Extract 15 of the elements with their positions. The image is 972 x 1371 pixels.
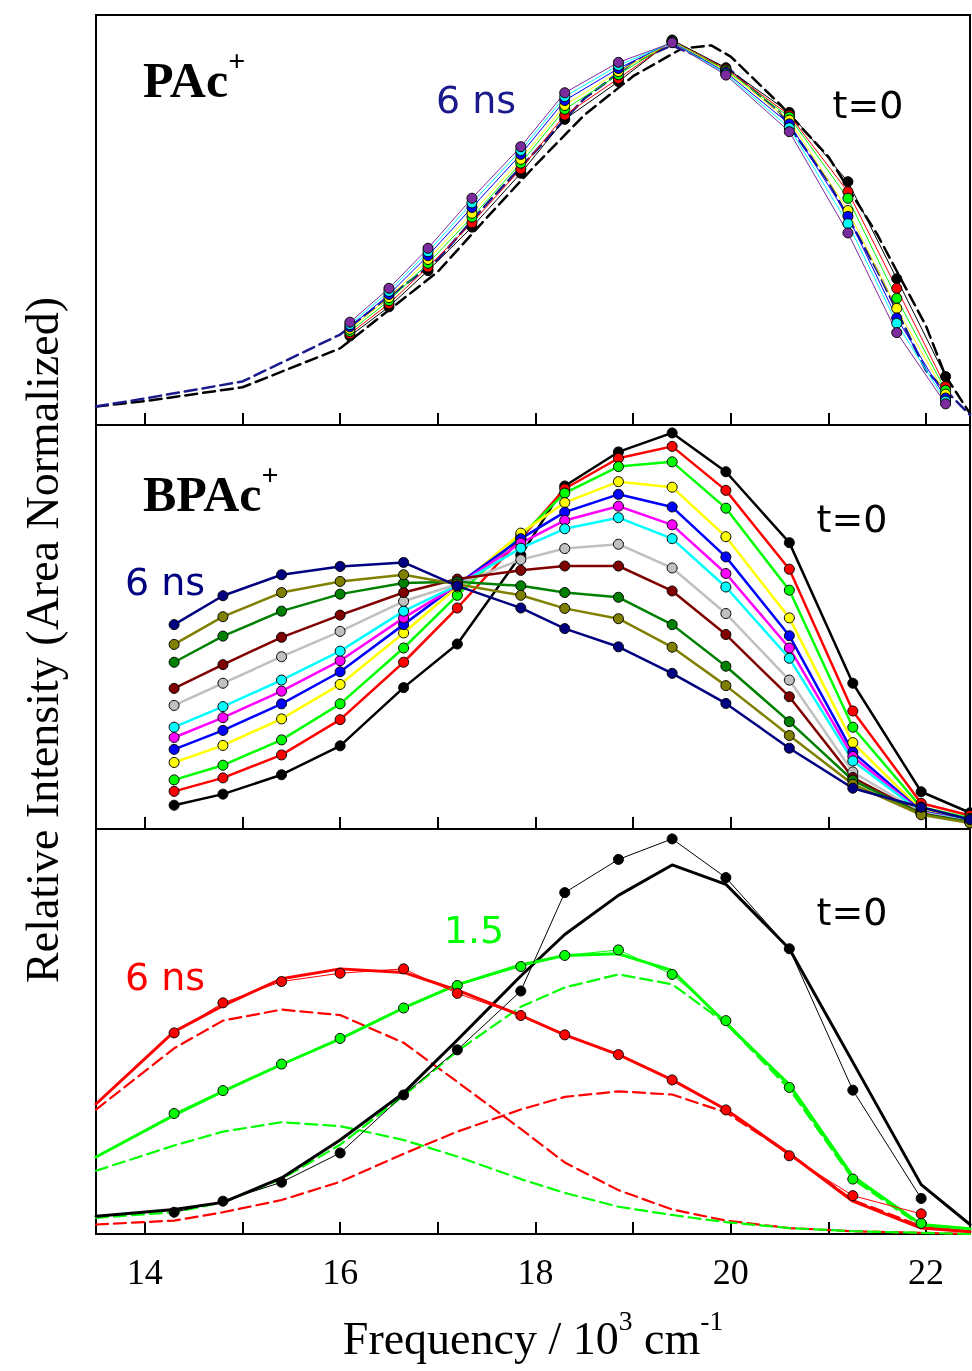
text: BPAc+ xyxy=(143,457,279,522)
y-axis-title: Relative Intensity (Area Normalized) xyxy=(16,297,68,983)
series-label: t=0 xyxy=(832,83,904,127)
chart-title: PAc+ xyxy=(143,43,246,108)
x-tick-label: 22 xyxy=(908,1252,945,1292)
series-label: t=0 xyxy=(816,890,888,934)
series-label: t=0 xyxy=(816,497,888,541)
series-label: 6 ns xyxy=(124,955,206,999)
series-label: 6 ns xyxy=(435,78,517,122)
x-tick-label: 20 xyxy=(712,1252,749,1292)
x-tick-label: 18 xyxy=(517,1252,554,1292)
x-tick-label: 14 xyxy=(126,1252,163,1292)
x-tick-label: 16 xyxy=(322,1252,359,1292)
series-label: 1.5 xyxy=(443,908,505,952)
series-label: 6 ns xyxy=(124,560,206,604)
